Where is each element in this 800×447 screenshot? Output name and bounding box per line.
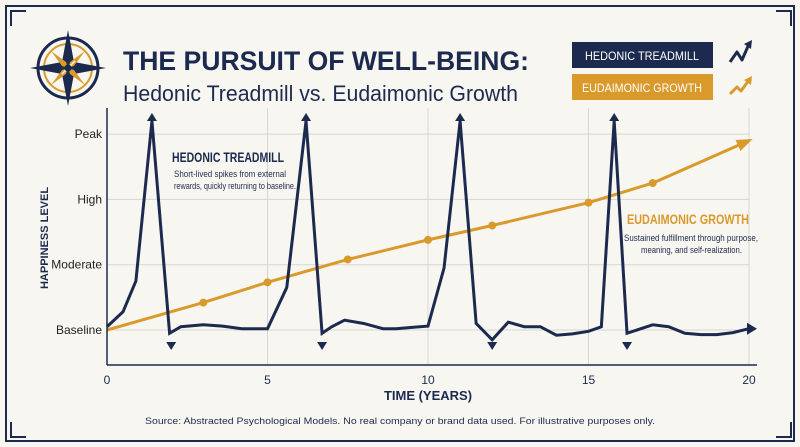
legend-eudaimonic-swatch xyxy=(572,74,713,100)
x-tick-label: 5 xyxy=(264,373,271,387)
y-tick-label: High xyxy=(77,192,102,206)
hedonic-series-line xyxy=(105,120,750,342)
legend-eudaimonic-label: EUDAIMONIC GROWTH xyxy=(582,81,702,95)
eudaimonic-point xyxy=(263,278,272,287)
trough-arrow xyxy=(622,342,633,350)
eudaimonic-annotation-line1: Sustained fulfillment through purpose, xyxy=(624,233,758,243)
frame-corner-top-left xyxy=(10,10,26,26)
eudaimonic-point xyxy=(488,221,497,230)
page-title: THE PURSUIT OF WELL-BEING: xyxy=(123,46,529,76)
trough-arrow xyxy=(317,342,328,350)
eudaimonic-annotation: EUDAIMONIC GROWTH Sustained fulfillment … xyxy=(624,211,758,255)
x-tick-label: 15 xyxy=(582,373,596,387)
eudaimonic-annotation-title: EUDAIMONIC GROWTH xyxy=(627,211,749,227)
compass-icon xyxy=(30,30,106,106)
eudaimonic-annotation-line2: meaning, and self-realization. xyxy=(641,245,742,255)
peak-arrow xyxy=(455,113,466,122)
eudaimonic-point xyxy=(343,255,352,264)
hedonic-annotation: HEDONIC TREADMILL Short-lived spikes fro… xyxy=(172,149,296,191)
peak-arrow xyxy=(609,113,620,122)
y-tick-label: Baseline xyxy=(56,323,102,337)
x-axis-title: TIME (YEARS) xyxy=(384,388,472,403)
x-tick-label: 20 xyxy=(742,373,756,387)
eudaimonic-point xyxy=(424,235,432,244)
hedonic-annotation-line2: rewards, quickly returning to baseline. xyxy=(174,181,296,191)
trough-arrow xyxy=(166,342,177,350)
hedonic-end-arrowhead xyxy=(747,322,757,335)
peak-arrow xyxy=(146,113,157,122)
eudaimonic-point xyxy=(199,298,208,307)
zigzag-trend-icon xyxy=(728,43,751,63)
chart-legend: HEDONIC TREADMILL EUDAIMONIC GROWTH xyxy=(572,40,752,100)
legend-hedonic-swatch xyxy=(572,42,713,68)
rising-trend-icon xyxy=(728,79,751,96)
y-tick-label: Peak xyxy=(75,127,103,141)
frame-corner-bottom-left xyxy=(10,422,26,438)
source-note: Source: Abstracted Psychological Models.… xyxy=(145,416,655,426)
peak-arrow xyxy=(301,113,312,122)
eudaimonic-arrowhead xyxy=(735,139,753,151)
page-subtitle: Hedonic Treadmill vs. Eudaimonic Growth xyxy=(123,81,518,106)
legend-hedonic-label: HEDONIC TREADMILL xyxy=(585,49,699,63)
eudaimonic-point xyxy=(648,179,657,188)
eudaimonic-point xyxy=(584,198,593,207)
trough-arrow xyxy=(487,342,498,350)
frame-corner-bottom-right xyxy=(776,422,792,438)
hedonic-annotation-title: HEDONIC TREADMILL xyxy=(172,149,284,165)
y-tick-label: Moderate xyxy=(51,258,102,272)
x-tick-label: 10 xyxy=(421,373,435,387)
frame-corner-top-right xyxy=(776,10,792,26)
x-tick-label: 0 xyxy=(104,373,111,387)
y-axis-title: HAPPINESS LEVEL xyxy=(39,187,51,289)
hedonic-annotation-line1: Short-lived spikes from external xyxy=(174,169,286,179)
